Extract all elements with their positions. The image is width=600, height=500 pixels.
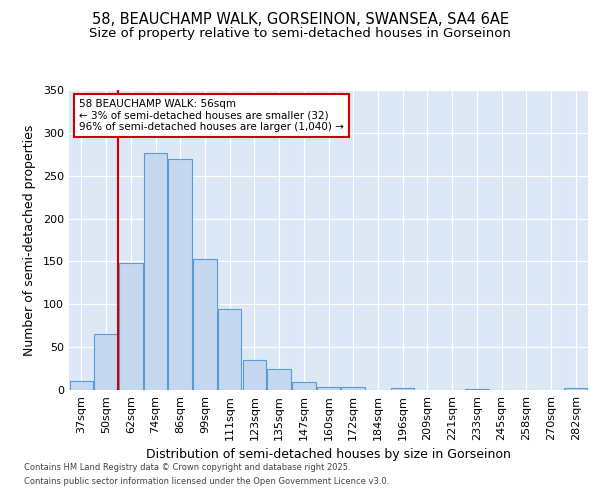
Bar xyxy=(94,334,118,390)
Text: Size of property relative to semi-detached houses in Gorseinon: Size of property relative to semi-detach… xyxy=(89,28,511,40)
Bar xyxy=(144,152,167,390)
Bar xyxy=(70,382,93,390)
Bar xyxy=(564,388,587,390)
Bar xyxy=(119,263,143,390)
Bar xyxy=(193,259,217,390)
Text: 58 BEAUCHAMP WALK: 56sqm
← 3% of semi-detached houses are smaller (32)
96% of se: 58 BEAUCHAMP WALK: 56sqm ← 3% of semi-de… xyxy=(79,99,344,132)
Text: Contains HM Land Registry data © Crown copyright and database right 2025.: Contains HM Land Registry data © Crown c… xyxy=(24,464,350,472)
Y-axis label: Number of semi-detached properties: Number of semi-detached properties xyxy=(23,124,36,356)
Bar xyxy=(169,158,192,390)
Bar xyxy=(218,308,241,390)
Bar xyxy=(391,388,415,390)
Bar xyxy=(465,389,488,390)
Bar xyxy=(242,360,266,390)
Bar xyxy=(317,386,340,390)
Bar xyxy=(268,368,291,390)
Bar xyxy=(341,388,365,390)
Text: 58, BEAUCHAMP WALK, GORSEINON, SWANSEA, SA4 6AE: 58, BEAUCHAMP WALK, GORSEINON, SWANSEA, … xyxy=(91,12,509,28)
Text: Contains public sector information licensed under the Open Government Licence v3: Contains public sector information licen… xyxy=(24,477,389,486)
Bar xyxy=(292,382,316,390)
X-axis label: Distribution of semi-detached houses by size in Gorseinon: Distribution of semi-detached houses by … xyxy=(146,448,511,462)
